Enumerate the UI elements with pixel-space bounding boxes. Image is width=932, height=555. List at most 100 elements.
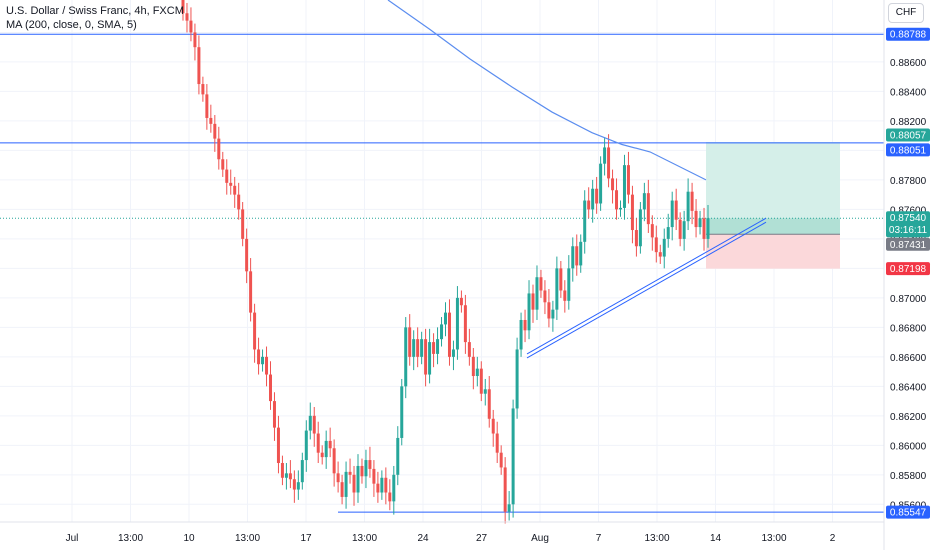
candle — [459, 290, 463, 313]
candle — [432, 333, 436, 368]
candle — [424, 328, 428, 387]
price-tag-bg — [886, 128, 930, 142]
candle — [503, 457, 507, 524]
y-tick-label: 0.86200 — [890, 412, 927, 423]
candle-body — [420, 339, 424, 357]
y-tick-label: 0.86800 — [890, 323, 927, 334]
candle — [340, 474, 344, 505]
x-tick-label: 13:00 — [761, 533, 786, 544]
y-tick-label: 0.88400 — [890, 87, 927, 98]
candle-body — [436, 339, 440, 354]
x-tick-label: 13:00 — [235, 533, 260, 544]
candle — [674, 188, 678, 231]
candle-body — [261, 356, 265, 365]
candle — [249, 258, 253, 322]
candle — [543, 280, 547, 315]
x-tick-label: 13:00 — [352, 533, 377, 544]
candle — [193, 23, 197, 61]
candle-body — [483, 389, 487, 394]
candle-body — [507, 504, 511, 512]
candle — [531, 284, 535, 323]
candle-body — [615, 190, 619, 210]
candle — [698, 210, 702, 235]
candle-body — [380, 477, 384, 493]
candle-body — [372, 468, 376, 484]
candle — [209, 104, 213, 133]
candle-body — [193, 32, 197, 48]
candle-body — [269, 374, 272, 402]
candle-body — [288, 473, 292, 480]
candle-body — [579, 241, 583, 266]
candle — [241, 202, 245, 247]
candle — [638, 202, 642, 254]
candle — [591, 179, 595, 223]
candle — [332, 439, 336, 487]
y-tick-label: 0.85800 — [890, 471, 927, 482]
candle — [412, 330, 416, 371]
candle — [328, 427, 332, 458]
candle-body — [563, 290, 567, 301]
candle — [451, 340, 455, 371]
candle-body — [591, 188, 595, 210]
candle — [579, 234, 583, 273]
candle — [288, 460, 292, 489]
candle-body — [396, 437, 400, 475]
candle — [388, 479, 392, 511]
price-tag-text: 0.88788 — [890, 30, 927, 41]
candle — [607, 134, 611, 188]
candle — [189, 7, 193, 42]
candle-body — [555, 268, 559, 310]
candle — [654, 225, 658, 263]
candle-body — [257, 349, 261, 365]
candle-body — [316, 433, 320, 453]
candle-body — [603, 147, 607, 164]
candle — [272, 392, 276, 441]
candle-body — [320, 452, 324, 458]
candle-body — [197, 47, 201, 85]
candle — [555, 256, 559, 320]
candle — [650, 215, 654, 251]
candle-body — [376, 483, 380, 493]
candle-body — [404, 327, 408, 387]
candle-body — [527, 293, 531, 331]
symbol-title[interactable]: U.S. Dollar / Swiss Franc, 4h, FXCM — [6, 5, 184, 17]
candle-body — [447, 312, 451, 357]
candle — [559, 261, 563, 298]
candle — [499, 445, 503, 475]
candle-body — [308, 415, 312, 431]
indicator-label[interactable]: MA (200, close, 0, SMA, 5) — [6, 19, 137, 31]
candle — [694, 199, 698, 238]
candle-body — [432, 342, 436, 354]
price-tag-bg — [886, 143, 930, 157]
candle-body — [634, 230, 638, 247]
candle-body — [344, 471, 348, 497]
candle — [364, 449, 368, 489]
candle — [611, 169, 615, 204]
candle — [463, 294, 467, 354]
currency-button[interactable]: CHF — [888, 3, 924, 23]
x-tick-label: 13:00 — [644, 533, 669, 544]
candle — [444, 302, 447, 337]
candle-body — [451, 349, 455, 357]
candle-body — [428, 342, 432, 375]
candle — [535, 265, 539, 320]
candle-body — [511, 408, 515, 505]
candle-body — [559, 268, 563, 291]
candles — [181, 0, 710, 524]
candle-body — [356, 465, 360, 493]
candle-body — [463, 305, 467, 343]
candle — [237, 182, 241, 220]
candle — [261, 349, 265, 372]
candle — [336, 461, 340, 493]
x-tick-label: Jul — [66, 533, 79, 544]
candle-body — [205, 94, 209, 118]
candle-body — [622, 165, 626, 208]
candle-body — [272, 401, 276, 428]
candle — [400, 378, 404, 446]
candle-body — [249, 271, 253, 313]
x-tick-label: 13:00 — [118, 533, 143, 544]
candle-body — [292, 479, 296, 490]
